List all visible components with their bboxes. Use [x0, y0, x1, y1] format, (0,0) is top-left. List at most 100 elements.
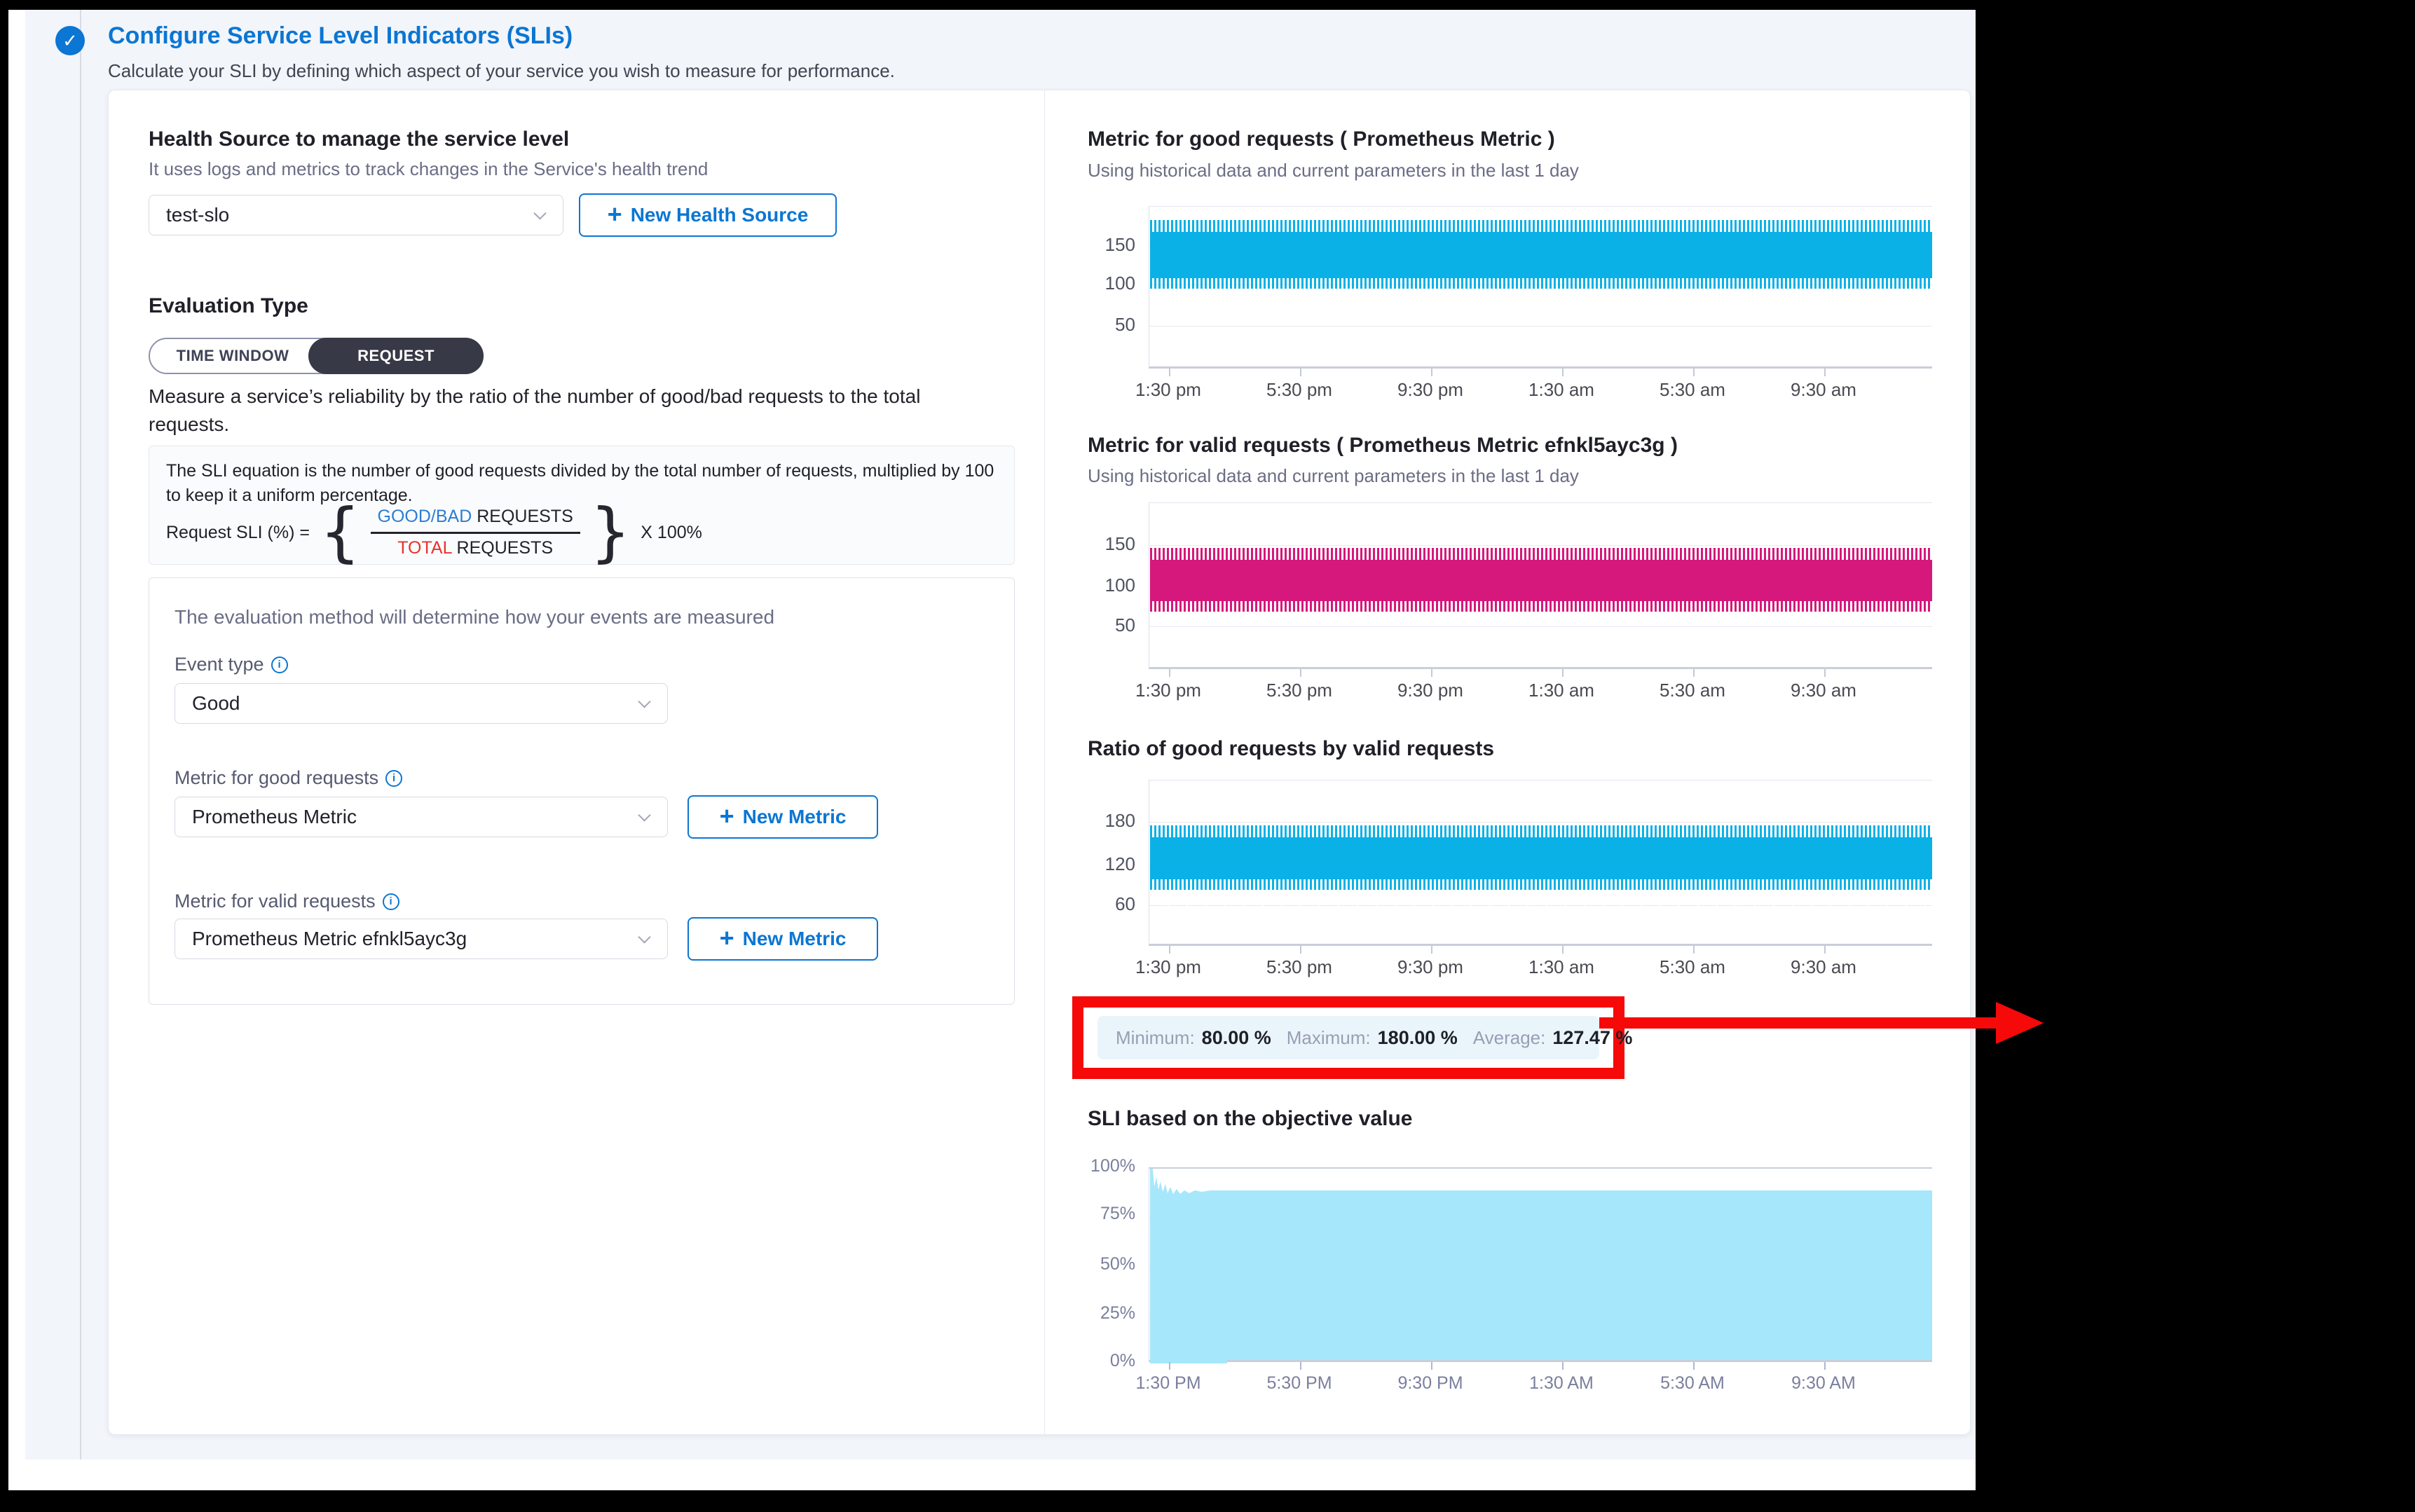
ytick: 150: [1104, 234, 1135, 255]
chart-valid-title: Metric for valid requests ( Prometheus M…: [1088, 434, 1678, 457]
new-metric-good-button[interactable]: + New Metric: [687, 795, 878, 839]
ytick: 100: [1104, 273, 1135, 294]
ytick: 180: [1104, 810, 1135, 831]
xtick-mark: [1431, 369, 1432, 376]
chart-sli-plot: [1149, 1167, 1932, 1370]
toggle-request-selected[interactable]: REQUEST: [308, 338, 484, 374]
metric-good-select[interactable]: Prometheus Metric: [175, 797, 668, 837]
xtick-mark: [1693, 369, 1695, 376]
chevron-down-icon: [638, 930, 651, 944]
ytick: 100%: [1090, 1156, 1135, 1176]
xtick-mark: [1431, 946, 1432, 954]
band-core: [1150, 560, 1932, 601]
wizard-step-connector-line: [80, 10, 81, 1459]
toggle-time-window[interactable]: TIME WINDOW: [176, 347, 289, 364]
min-label: Minimum:: [1116, 1026, 1195, 1048]
xtick-label: 9:30 pm: [1397, 956, 1463, 977]
sli-formula: Request SLI (%) = { GOOD/BAD REQUESTS TO…: [166, 495, 702, 570]
numerator-highlight: GOOD/BAD: [377, 507, 472, 526]
xtick-mark: [1562, 1362, 1564, 1370]
max-label: Maximum:: [1286, 1026, 1371, 1048]
xtick-mark: [1562, 369, 1564, 376]
ytick: 120: [1104, 853, 1135, 874]
chart-sli-area-left-decay: [1150, 1169, 1227, 1363]
column-divider: [1044, 90, 1045, 1435]
band-inner-gaps: [1150, 893, 1932, 922]
ytick: 100: [1104, 575, 1135, 596]
xtick-label: 9:30 pm: [1397, 379, 1463, 400]
xtick-label: 5:30 AM: [1660, 1373, 1725, 1393]
request-description: Measure a service’s reliability by the r…: [149, 385, 921, 435]
gridline: [1149, 822, 1932, 823]
event-type-label: Event type i: [175, 654, 288, 675]
xtick-mark: [1693, 669, 1695, 677]
min-value: 80.00 %: [1201, 1026, 1271, 1048]
band-teeth-bottom: [1150, 879, 1932, 890]
metric-good-value: Prometheus Metric: [192, 806, 357, 827]
denominator-highlight: TOTAL: [397, 538, 452, 558]
sli-equation-note: The SLI equation is the number of good r…: [166, 461, 994, 505]
gridline: [1149, 326, 1932, 327]
event-type-select[interactable]: Good: [175, 683, 668, 724]
evaluation-method-note: The evaluation method will determine how…: [175, 606, 775, 628]
metric-good-label-text: Metric for good requests: [175, 767, 379, 788]
ytick: 50: [1115, 314, 1135, 335]
ratio-stats-box: Minimum: 80.00 % Maximum: 180.00 % Avera…: [1097, 1016, 1632, 1059]
xtick-label: 5:30 am: [1660, 680, 1725, 701]
brace-close: }: [589, 495, 631, 570]
xtick-label: 1:30 pm: [1135, 379, 1201, 400]
chart-ratio-plot: [1149, 780, 1932, 954]
max-value: 180.00 %: [1377, 1026, 1458, 1048]
formula-denominator: TOTAL REQUESTS: [371, 534, 580, 558]
formula-fraction: GOOD/BAD REQUESTS TOTAL REQUESTS: [370, 507, 580, 558]
ytick: 75%: [1100, 1204, 1135, 1223]
info-icon[interactable]: i: [271, 656, 288, 673]
xtick-label: 1:30 am: [1528, 680, 1594, 701]
formula-lhs: Request SLI (%) =: [166, 522, 310, 542]
chart-ratio-series-band: [1150, 825, 1932, 936]
band-core: [1150, 837, 1932, 879]
health-source-select[interactable]: test-slo: [149, 195, 563, 235]
avg-value: 127.47 %: [1552, 1026, 1633, 1048]
xtick-mark: [1824, 1362, 1826, 1370]
new-health-source-button[interactable]: + New Health Source: [579, 193, 837, 237]
info-icon[interactable]: i: [385, 769, 403, 787]
chart-sli-area: [1226, 1190, 1932, 1360]
new-health-source-label: New Health Source: [630, 204, 809, 226]
evaluation-type-title: Evaluation Type: [149, 294, 308, 317]
page-subtitle: Calculate your SLI by defining which asp…: [108, 60, 895, 81]
metric-valid-select[interactable]: Prometheus Metric efnkl5ayc3g: [175, 919, 668, 959]
xtick-mark: [1431, 1362, 1432, 1370]
metric-valid-label-text: Metric for valid requests: [175, 891, 376, 912]
xtick-label: 5:30 PM: [1266, 1373, 1332, 1393]
xtick-label: 1:30 am: [1528, 956, 1594, 977]
xtick-label: 9:30 pm: [1397, 680, 1463, 701]
xtick-mark: [1693, 946, 1695, 954]
annotation-arrow-shaft: [1599, 1017, 1997, 1029]
new-metric-valid-button[interactable]: + New Metric: [687, 917, 878, 961]
chart-sli-title: SLI based on the objective value: [1088, 1107, 1413, 1130]
info-icon[interactable]: i: [382, 893, 399, 910]
brace-open: {: [319, 495, 361, 570]
ytick: 25%: [1100, 1303, 1135, 1323]
xtick-mark: [1169, 946, 1170, 954]
gridline: [1149, 545, 1932, 546]
xtick-label: 1:30 pm: [1135, 680, 1201, 701]
band-teeth-top: [1150, 220, 1932, 232]
ytick: 50: [1115, 614, 1135, 635]
sli-equation-box: The SLI equation is the number of good r…: [149, 446, 1015, 565]
event-type-label-text: Event type: [175, 654, 264, 675]
xtick-mark: [1824, 369, 1826, 376]
xtick-label: 1:30 am: [1528, 379, 1594, 400]
step-complete-check-icon: ✓: [55, 26, 85, 55]
app-background: ✓ Configure Service Level Indicators (SL…: [25, 10, 1976, 1459]
band-inner-gaps: [1150, 925, 1932, 936]
check-glyph: ✓: [62, 29, 78, 51]
xtick-mark: [1562, 946, 1564, 954]
chevron-down-icon: [638, 695, 651, 708]
metric-valid-label: Metric for valid requests i: [175, 891, 399, 912]
xtick-label: 1:30 PM: [1135, 1373, 1201, 1393]
chart-valid-series-band: [1150, 548, 1932, 612]
band-teeth-top: [1150, 548, 1932, 560]
